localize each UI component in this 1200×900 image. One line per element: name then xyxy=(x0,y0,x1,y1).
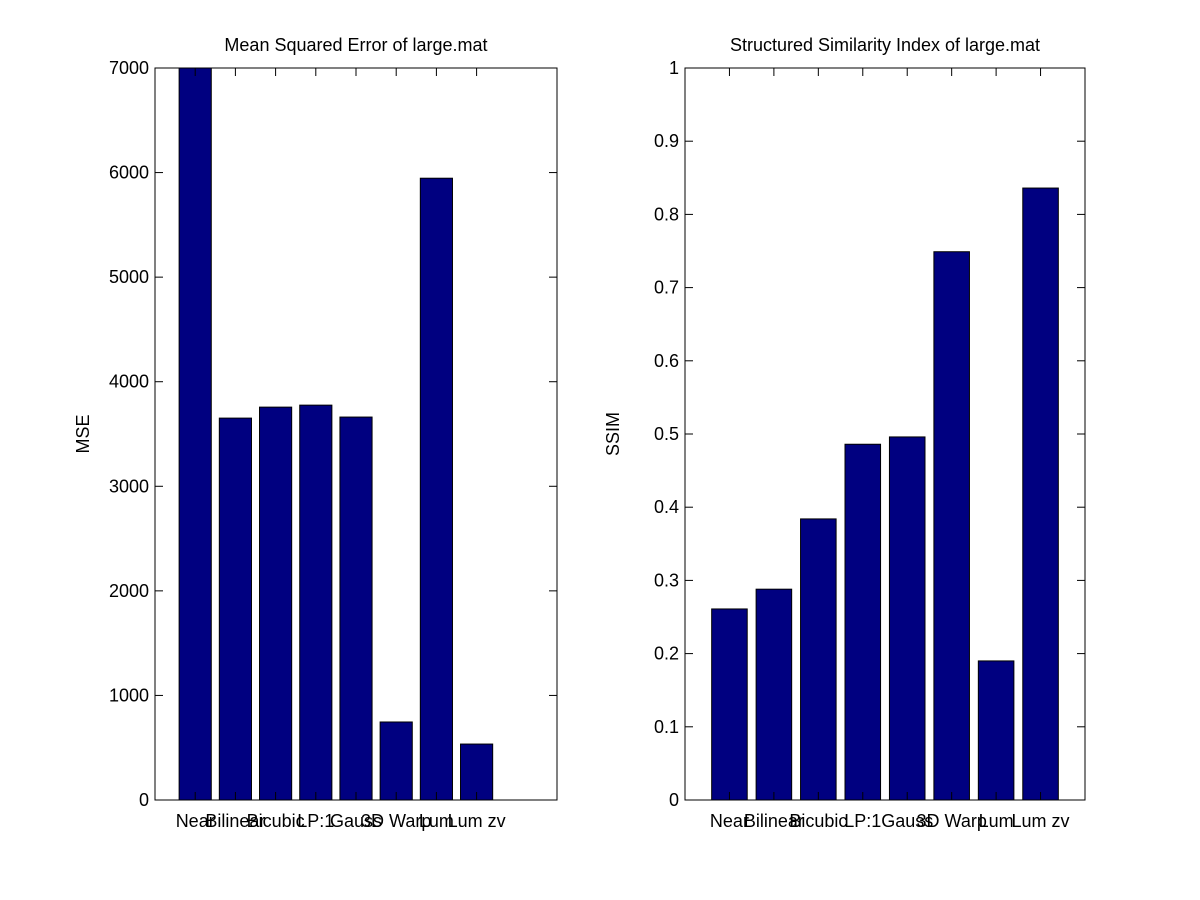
x-tick-label: Lum xyxy=(979,811,1014,831)
bar xyxy=(844,443,882,801)
bar xyxy=(419,177,453,801)
x-tick-label: Lum xyxy=(419,811,454,831)
y-tick-label: 0 xyxy=(669,790,679,810)
bar xyxy=(259,406,293,801)
y-tick-label: 5000 xyxy=(109,267,149,287)
y-tick-label: 0 xyxy=(139,790,149,810)
y-tick-label: 7000 xyxy=(109,58,149,78)
axes-box xyxy=(154,67,558,801)
y-tick-label: 0.5 xyxy=(654,424,679,444)
y-axis-label: MSE xyxy=(73,414,93,453)
x-tick-label: Lum zv xyxy=(1012,811,1070,831)
y-tick-label: 3000 xyxy=(109,476,149,496)
x-tick-label: Lum zv xyxy=(448,811,506,831)
x-tick-label: Gauss xyxy=(330,811,382,831)
y-tick-label: 0.9 xyxy=(654,131,679,151)
y-tick-label: 0.8 xyxy=(654,204,679,224)
bar xyxy=(755,588,793,801)
y-tick-label: 1000 xyxy=(109,685,149,705)
x-tick-label: Bicubic xyxy=(247,811,305,831)
bar xyxy=(800,518,837,801)
chart-title: Structured Similarity Index of large.mat xyxy=(730,35,1040,55)
bar xyxy=(218,417,252,801)
x-tick-label: LP:1 xyxy=(297,811,334,831)
x-tick-label: Gauss xyxy=(881,811,933,831)
x-tick-label: Bilinear xyxy=(205,811,265,831)
bar xyxy=(460,743,494,801)
bar xyxy=(299,404,333,801)
x-tick-label: 3D Warp xyxy=(916,811,986,831)
y-tick-label: 0.6 xyxy=(654,351,679,371)
x-tick-label: 3D Warp xyxy=(361,811,431,831)
bar xyxy=(339,416,373,801)
y-tick-label: 0.7 xyxy=(654,278,679,298)
bar xyxy=(178,67,212,801)
axes-box xyxy=(684,67,1086,801)
x-tick-label: Bicubic xyxy=(789,811,847,831)
y-tick-label: 0.3 xyxy=(654,570,679,590)
y-tick-label: 0.4 xyxy=(654,497,679,517)
x-tick-label: LP:1 xyxy=(844,811,881,831)
y-tick-label: 2000 xyxy=(109,581,149,601)
y-tick-label: 6000 xyxy=(109,163,149,183)
bar xyxy=(711,608,748,801)
bar xyxy=(1022,187,1059,801)
bar xyxy=(933,251,970,801)
x-tick-label: Near xyxy=(710,811,749,831)
plot-area xyxy=(685,68,1085,800)
bar xyxy=(977,660,1015,801)
chart-title: Mean Squared Error of large.mat xyxy=(224,35,487,55)
y-tick-label: 1 xyxy=(669,58,679,78)
bar xyxy=(379,721,413,801)
bar xyxy=(888,436,926,801)
y-tick-label: 0.2 xyxy=(654,644,679,664)
y-tick-label: 4000 xyxy=(109,372,149,392)
x-tick-label: Near xyxy=(176,811,215,831)
x-tick-label: Bilinear xyxy=(744,811,804,831)
y-axis-label: SSIM xyxy=(603,412,623,456)
y-tick-label: 0.1 xyxy=(654,717,679,737)
